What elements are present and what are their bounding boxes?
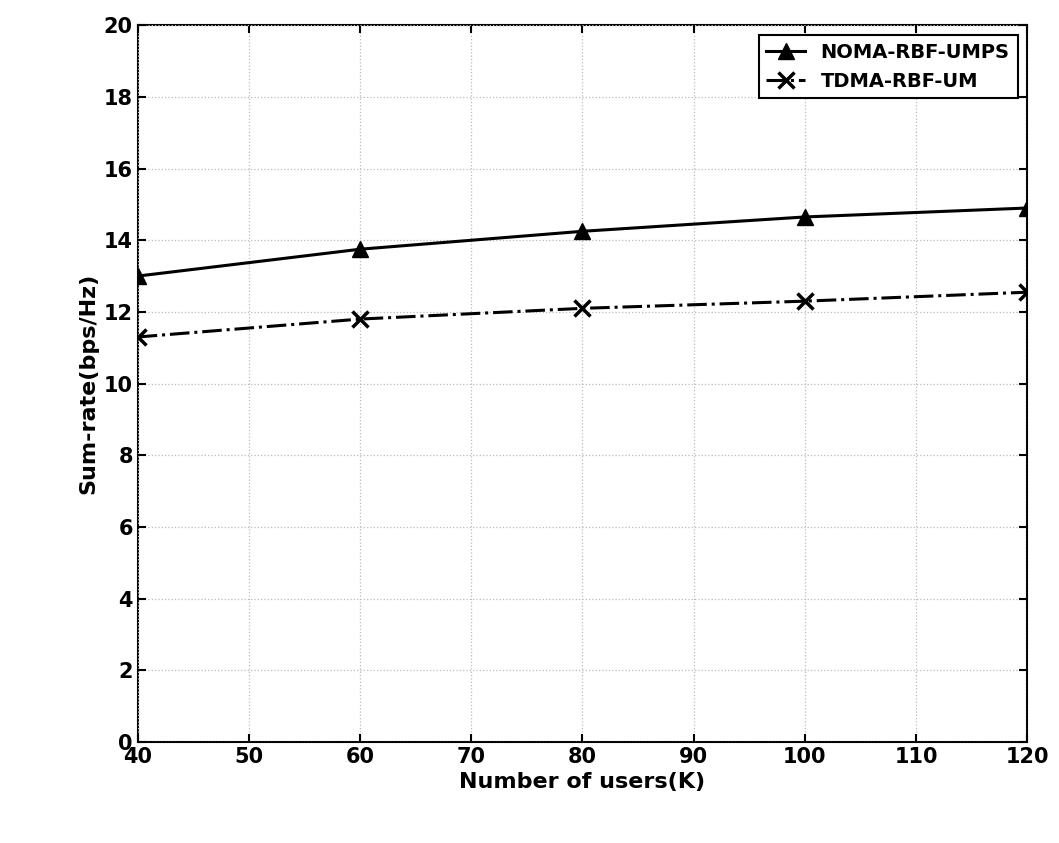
TDMA-RBF-UM xyxy=(576,303,589,314)
Y-axis label: Sum-rate(bps/Hz): Sum-rate(bps/Hz) xyxy=(78,273,98,494)
TDMA-RBF-UM xyxy=(1021,287,1034,298)
Legend: NOMA-RBF-UMPS, TDMA-RBF-UM: NOMA-RBF-UMPS, TDMA-RBF-UM xyxy=(758,35,1018,99)
NOMA-RBF-UMPS xyxy=(798,212,811,222)
NOMA-RBF-UMPS xyxy=(131,271,144,281)
TDMA-RBF-UM xyxy=(131,332,144,342)
NOMA-RBF-UMPS xyxy=(576,226,589,236)
NOMA-RBF-UMPS xyxy=(354,244,366,255)
Line: NOMA-RBF-UMPS: NOMA-RBF-UMPS xyxy=(130,201,1035,284)
TDMA-RBF-UM xyxy=(354,314,366,324)
X-axis label: Number of users(K): Number of users(K) xyxy=(460,772,705,792)
NOMA-RBF-UMPS xyxy=(1021,203,1034,213)
Line: TDMA-RBF-UM: TDMA-RBF-UM xyxy=(130,285,1035,345)
TDMA-RBF-UM xyxy=(798,296,811,306)
